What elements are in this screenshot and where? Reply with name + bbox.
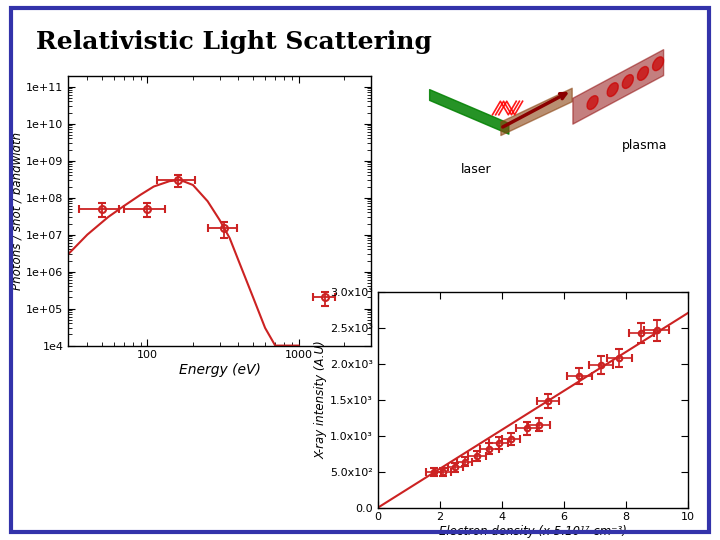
Ellipse shape (637, 66, 649, 80)
Ellipse shape (652, 57, 664, 71)
Text: plasma: plasma (621, 138, 667, 152)
X-axis label: Electron density (x 5.10¹⁷ cm⁻³): Electron density (x 5.10¹⁷ cm⁻³) (439, 525, 626, 538)
Text: Relativistic Light Scattering: Relativistic Light Scattering (36, 30, 432, 53)
Text: laser: laser (462, 163, 492, 176)
Ellipse shape (622, 75, 634, 89)
Y-axis label: Photons / shot / bandwidth: Photons / shot / bandwidth (10, 132, 23, 289)
Ellipse shape (607, 83, 618, 97)
X-axis label: Energy (eV): Energy (eV) (179, 363, 261, 377)
Ellipse shape (587, 96, 598, 110)
Y-axis label: X-ray intensity (A.U): X-ray intensity (A.U) (315, 340, 328, 459)
